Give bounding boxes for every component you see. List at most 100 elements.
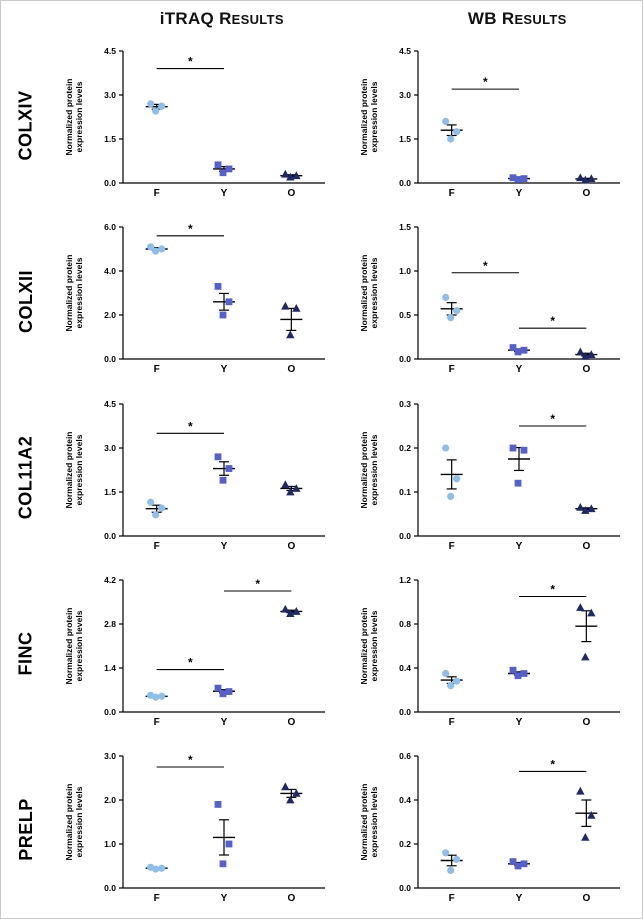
chart-svg: 0.0 2.0 4.0 6.0 F Y O Normalized protein express… xyxy=(64,222,325,375)
data-point-O xyxy=(581,352,590,361)
row-label-text: PRELP xyxy=(15,798,36,862)
y-axis-title: Normalized protein xyxy=(359,783,369,860)
chart-svg: 0.0 0.5 1.0 1.5 F Y O Normalized protein express… xyxy=(359,222,621,375)
data-point-O xyxy=(587,503,596,512)
row-label-text: FINC xyxy=(15,631,36,676)
data-point-F xyxy=(146,498,155,506)
data-point-O xyxy=(576,173,585,182)
y-axis-title: expression levels xyxy=(74,610,84,681)
x-tick-label: O xyxy=(583,717,591,728)
data-point-Y xyxy=(509,344,517,352)
plot-prelp-itraq: 0.0 1.0 2.0 3.0 F Y O Normalized protein express… xyxy=(51,744,347,916)
significance-asterisk: * xyxy=(188,753,193,767)
x-tick-label: Y xyxy=(516,364,523,375)
x-tick-label: Y xyxy=(220,893,227,904)
x-tick-label: Y xyxy=(516,717,523,728)
data-point-F xyxy=(442,294,450,302)
y-tick-label: 4.0 xyxy=(104,266,116,276)
plot-colxii-itraq: 0.0 2.0 4.0 6.0 F Y O Normalized protein express… xyxy=(51,215,347,387)
plot-col11a2-wb: 0.0 0.1 0.2 0.3 F Y O Normalized protein express… xyxy=(347,392,643,564)
data-point-F xyxy=(453,307,461,315)
x-tick-label: O xyxy=(583,893,591,904)
y-tick-label: 0.2 xyxy=(399,442,411,452)
data-point-O xyxy=(285,608,295,617)
data-point-F xyxy=(442,443,450,452)
significance-asterisk: * xyxy=(483,259,488,273)
y-tick-label: 1.0 xyxy=(399,266,411,276)
data-point-O xyxy=(576,602,585,611)
column-title-wb-main: WB R xyxy=(467,9,515,28)
data-point-O xyxy=(285,487,295,495)
figure-row-colxii: COLXII 0.0 2.0 4.0 6.0 F Y O Normalized protein… xyxy=(1,213,642,389)
significance-asterisk: * xyxy=(255,577,260,591)
x-tick-label: Y xyxy=(220,717,227,728)
data-point-F xyxy=(453,128,461,136)
y-axis-title: expression levels xyxy=(369,81,379,152)
y-tick-label: 4.2 xyxy=(104,575,116,585)
y-axis-title: expression levels xyxy=(74,258,84,329)
data-point-Y xyxy=(214,283,222,291)
chart-svg: 0.0 0.2 0.4 0.6 F Y O Normalized protein express… xyxy=(359,751,621,904)
plot-colxiv-itraq: 0.0 1.5 3.0 4.5 F Y O Normalized protein express… xyxy=(51,39,347,211)
data-point-Y xyxy=(520,175,528,183)
data-point-Y xyxy=(520,446,528,454)
row-label-text: COLXII xyxy=(15,269,36,333)
data-point-O xyxy=(587,810,596,819)
x-tick-label: F xyxy=(449,893,455,904)
x-tick-label: F xyxy=(153,893,159,904)
data-point-F xyxy=(157,102,166,110)
y-tick-label: 2.0 xyxy=(104,310,116,320)
column-title-itraq: iTRAQ RESULTS xyxy=(51,9,347,29)
data-point-Y xyxy=(514,862,522,870)
data-point-Y xyxy=(520,669,528,677)
data-point-Y xyxy=(514,672,522,679)
data-point-O xyxy=(576,347,585,356)
y-tick-label: 4.5 xyxy=(399,46,411,56)
data-point-Y xyxy=(219,476,227,484)
y-axis-title: expression levels xyxy=(369,786,379,857)
column-title-wb: WB RESULTS xyxy=(347,9,643,29)
data-point-O xyxy=(576,786,585,795)
data-point-F xyxy=(146,243,155,251)
significance-asterisk: * xyxy=(551,757,556,771)
data-point-F xyxy=(447,135,455,143)
y-tick-label: 0.0 xyxy=(399,178,411,188)
data-point-Y xyxy=(219,311,227,319)
data-point-O xyxy=(280,169,290,178)
y-tick-label: 0.0 xyxy=(399,354,411,364)
y-tick-label: 1.5 xyxy=(104,134,116,144)
y-tick-label: 0.5 xyxy=(399,310,411,320)
x-tick-label: O xyxy=(287,893,295,904)
y-tick-label: 1.0 xyxy=(104,839,116,849)
y-axis-title: Normalized protein xyxy=(359,431,369,508)
data-point-F xyxy=(453,677,461,685)
data-point-Y xyxy=(520,347,528,354)
x-tick-label: Y xyxy=(220,188,227,199)
significance-asterisk: * xyxy=(188,419,193,433)
data-point-O xyxy=(280,604,290,613)
chart-svg: 0.0 1.4 2.8 4.2 F Y O Normalized protein express… xyxy=(64,575,325,728)
data-point-Y xyxy=(214,800,222,808)
data-point-F xyxy=(447,492,455,500)
data-point-O xyxy=(587,608,596,617)
y-tick-label: 3.0 xyxy=(104,90,116,100)
y-tick-label: 1.4 xyxy=(104,663,116,673)
column-title-wb-smallcaps: ESULTS xyxy=(514,12,567,27)
y-tick-label: 0.0 xyxy=(104,354,116,364)
y-tick-label: 1.2 xyxy=(399,575,411,585)
data-point-F xyxy=(151,247,160,256)
data-point-Y xyxy=(225,840,233,848)
plot-col11a2-itraq: 0.0 1.5 3.0 4.5 F Y O Normalized protein express… xyxy=(51,392,347,564)
y-axis-title: Normalized protein xyxy=(359,79,369,156)
data-point-Y xyxy=(214,452,222,460)
row-label-prelp: PRELP xyxy=(1,742,51,918)
y-axis-title: expression levels xyxy=(74,81,84,152)
x-tick-label: F xyxy=(153,541,159,552)
row-label-finc: FINC xyxy=(1,566,51,742)
x-tick-label: Y xyxy=(516,188,523,199)
data-point-F xyxy=(447,866,455,874)
y-tick-label: 0.0 xyxy=(104,707,116,717)
y-tick-label: 6.0 xyxy=(104,222,116,232)
chart-svg: 0.0 1.5 3.0 4.5 F Y O Normalized protein express… xyxy=(64,46,325,199)
data-point-Y xyxy=(214,161,222,169)
